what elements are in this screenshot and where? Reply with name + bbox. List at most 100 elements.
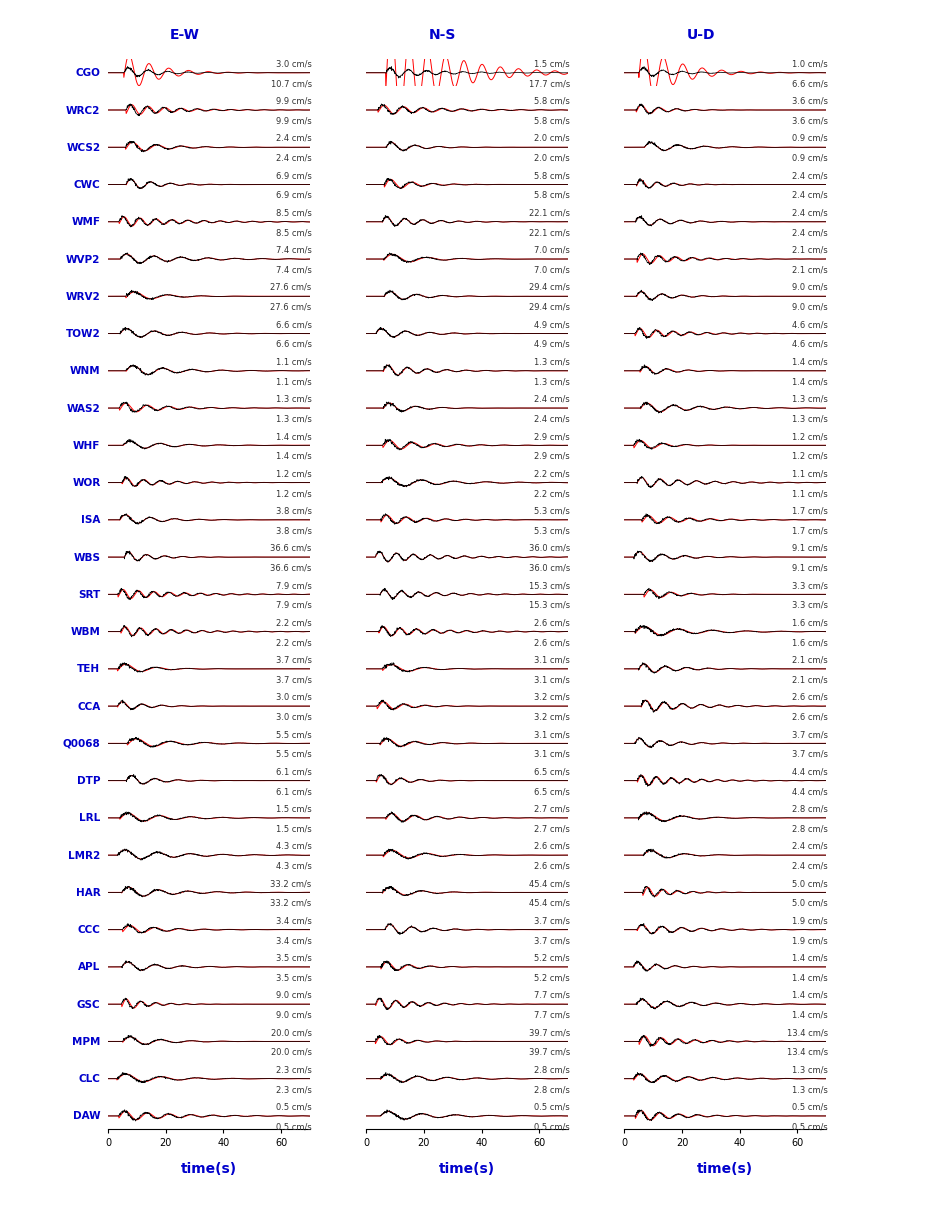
Text: time(s): time(s): [181, 1162, 237, 1176]
Text: 6.6 cm/s: 6.6 cm/s: [793, 79, 828, 89]
Text: CGO: CGO: [76, 68, 100, 78]
Text: 33.2 cm/s: 33.2 cm/s: [270, 898, 312, 908]
Text: 10.7 cm/s: 10.7 cm/s: [270, 79, 312, 89]
Text: Q0068: Q0068: [63, 739, 100, 749]
Text: CCC: CCC: [78, 925, 100, 935]
Text: 3.6 cm/s: 3.6 cm/s: [793, 97, 828, 106]
Text: 3.1 cm/s: 3.1 cm/s: [534, 750, 570, 759]
Text: 4.3 cm/s: 4.3 cm/s: [276, 841, 312, 851]
Text: 9.9 cm/s: 9.9 cm/s: [276, 97, 312, 106]
Text: 5.0 cm/s: 5.0 cm/s: [793, 879, 828, 889]
Text: 1.4 cm/s: 1.4 cm/s: [793, 954, 828, 963]
Text: 2.0 cm/s: 2.0 cm/s: [534, 134, 570, 143]
Text: 9.1 cm/s: 9.1 cm/s: [793, 544, 828, 552]
Text: E-W: E-W: [170, 28, 200, 42]
Text: 2.4 cm/s: 2.4 cm/s: [793, 862, 828, 870]
Text: 3.1 cm/s: 3.1 cm/s: [534, 675, 570, 685]
Text: 2.7 cm/s: 2.7 cm/s: [534, 805, 570, 813]
Text: 9.0 cm/s: 9.0 cm/s: [793, 283, 828, 293]
Text: 2.4 cm/s: 2.4 cm/s: [793, 171, 828, 180]
Text: 2.4 cm/s: 2.4 cm/s: [276, 134, 312, 143]
Text: CLC: CLC: [79, 1074, 100, 1084]
Text: 1.4 cm/s: 1.4 cm/s: [793, 974, 828, 982]
Text: WBM: WBM: [70, 628, 100, 637]
Text: 1.3 cm/s: 1.3 cm/s: [534, 378, 570, 386]
Text: 2.4 cm/s: 2.4 cm/s: [276, 154, 312, 163]
Text: 8.5 cm/s: 8.5 cm/s: [276, 228, 312, 237]
Text: 3.4 cm/s: 3.4 cm/s: [276, 936, 312, 946]
Text: 1.9 cm/s: 1.9 cm/s: [793, 936, 828, 946]
Text: 2.4 cm/s: 2.4 cm/s: [793, 841, 828, 851]
Text: 3.7 cm/s: 3.7 cm/s: [276, 656, 312, 664]
Text: 3.2 cm/s: 3.2 cm/s: [534, 713, 570, 721]
Text: 3.8 cm/s: 3.8 cm/s: [276, 506, 312, 516]
Text: 4.9 cm/s: 4.9 cm/s: [534, 320, 570, 329]
Text: 3.1 cm/s: 3.1 cm/s: [534, 656, 570, 664]
Text: 1.3 cm/s: 1.3 cm/s: [793, 395, 828, 404]
Text: DAW: DAW: [73, 1112, 100, 1122]
Text: 2.1 cm/s: 2.1 cm/s: [793, 245, 828, 255]
Text: CCA: CCA: [77, 702, 100, 711]
Text: 6.9 cm/s: 6.9 cm/s: [276, 171, 312, 180]
Text: 1.1 cm/s: 1.1 cm/s: [793, 489, 828, 498]
Text: 1.3 cm/s: 1.3 cm/s: [276, 395, 312, 404]
Text: 17.7 cm/s: 17.7 cm/s: [529, 79, 570, 89]
Text: 1.1 cm/s: 1.1 cm/s: [793, 470, 828, 478]
Text: 1.4 cm/s: 1.4 cm/s: [793, 991, 828, 1000]
Text: SRT: SRT: [78, 590, 100, 600]
Text: 4.9 cm/s: 4.9 cm/s: [534, 340, 570, 348]
Text: 6.9 cm/s: 6.9 cm/s: [276, 191, 312, 200]
Text: 1.5 cm/s: 1.5 cm/s: [276, 824, 312, 833]
Text: 2.4 cm/s: 2.4 cm/s: [793, 228, 828, 237]
Text: 1.3 cm/s: 1.3 cm/s: [793, 1085, 828, 1094]
Text: 5.5 cm/s: 5.5 cm/s: [276, 730, 312, 739]
Text: 1.3 cm/s: 1.3 cm/s: [276, 414, 312, 424]
Text: WOR: WOR: [72, 478, 100, 488]
Text: 5.0 cm/s: 5.0 cm/s: [793, 898, 828, 908]
Text: 7.9 cm/s: 7.9 cm/s: [276, 601, 312, 609]
Text: 29.4 cm/s: 29.4 cm/s: [529, 283, 570, 293]
Text: 2.2 cm/s: 2.2 cm/s: [276, 618, 312, 628]
Text: 1.2 cm/s: 1.2 cm/s: [276, 489, 312, 498]
Text: WAS2: WAS2: [67, 403, 100, 414]
Text: 7.9 cm/s: 7.9 cm/s: [276, 582, 312, 590]
Text: 2.0 cm/s: 2.0 cm/s: [534, 154, 570, 163]
Text: 20.0 cm/s: 20.0 cm/s: [270, 1028, 312, 1037]
Text: 7.7 cm/s: 7.7 cm/s: [534, 1010, 570, 1020]
Text: 9.0 cm/s: 9.0 cm/s: [276, 991, 312, 1000]
Text: 7.0 cm/s: 7.0 cm/s: [534, 245, 570, 255]
Text: 1.1 cm/s: 1.1 cm/s: [276, 357, 312, 367]
Text: 1.6 cm/s: 1.6 cm/s: [793, 618, 828, 628]
Text: 5.8 cm/s: 5.8 cm/s: [534, 171, 570, 180]
Text: 2.8 cm/s: 2.8 cm/s: [534, 1066, 570, 1074]
Text: 2.9 cm/s: 2.9 cm/s: [534, 432, 570, 441]
Text: 1.0 cm/s: 1.0 cm/s: [793, 59, 828, 68]
Text: 4.6 cm/s: 4.6 cm/s: [793, 340, 828, 348]
Text: 3.7 cm/s: 3.7 cm/s: [793, 730, 828, 739]
Text: 1.1 cm/s: 1.1 cm/s: [276, 378, 312, 386]
Text: 5.2 cm/s: 5.2 cm/s: [534, 974, 570, 982]
Text: 4.4 cm/s: 4.4 cm/s: [793, 767, 828, 776]
Text: 1.7 cm/s: 1.7 cm/s: [793, 506, 828, 516]
Text: 7.4 cm/s: 7.4 cm/s: [276, 266, 312, 274]
Text: 7.4 cm/s: 7.4 cm/s: [276, 245, 312, 255]
Text: 0.5 cm/s: 0.5 cm/s: [793, 1123, 828, 1131]
Text: 0.5 cm/s: 0.5 cm/s: [793, 1102, 828, 1112]
Text: 5.8 cm/s: 5.8 cm/s: [534, 191, 570, 200]
Text: U-D: U-D: [687, 28, 716, 42]
Text: MPM: MPM: [72, 1037, 100, 1046]
Text: 15.3 cm/s: 15.3 cm/s: [529, 601, 570, 609]
Text: 3.5 cm/s: 3.5 cm/s: [276, 954, 312, 963]
Text: 4.4 cm/s: 4.4 cm/s: [793, 787, 828, 796]
Text: 36.6 cm/s: 36.6 cm/s: [270, 544, 312, 552]
Text: 0.5 cm/s: 0.5 cm/s: [534, 1123, 570, 1131]
Text: 15.3 cm/s: 15.3 cm/s: [529, 582, 570, 590]
Text: 1.4 cm/s: 1.4 cm/s: [793, 357, 828, 367]
Text: APL: APL: [78, 963, 100, 972]
Text: 2.6 cm/s: 2.6 cm/s: [793, 713, 828, 721]
Text: WCS2: WCS2: [67, 143, 100, 153]
Text: 2.8 cm/s: 2.8 cm/s: [793, 805, 828, 813]
Text: 1.7 cm/s: 1.7 cm/s: [793, 527, 828, 535]
Text: 9.9 cm/s: 9.9 cm/s: [276, 117, 312, 125]
Text: 2.8 cm/s: 2.8 cm/s: [534, 1085, 570, 1094]
